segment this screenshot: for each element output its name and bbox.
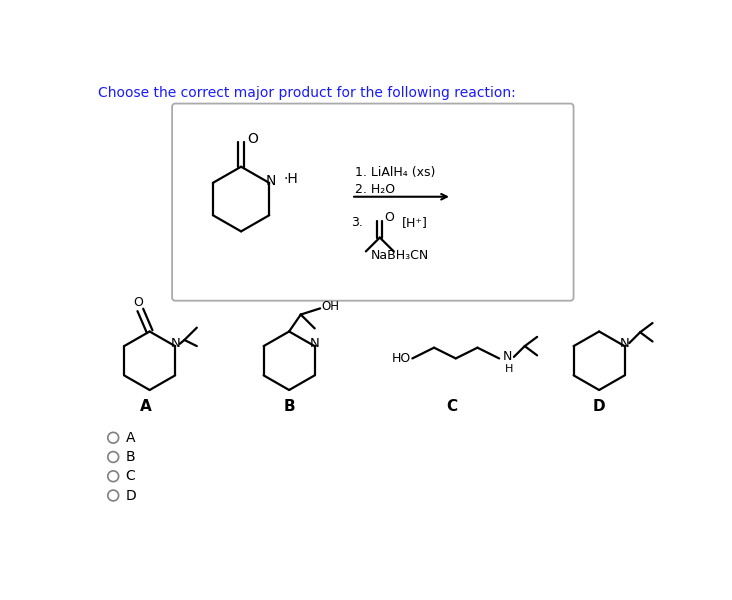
Text: O: O	[133, 296, 143, 309]
Text: 2. H₂O: 2. H₂O	[355, 182, 395, 196]
FancyBboxPatch shape	[172, 104, 574, 301]
Text: B: B	[126, 450, 135, 464]
Text: O: O	[384, 211, 395, 224]
Text: N: N	[171, 337, 180, 350]
Text: OH: OH	[321, 301, 340, 313]
Text: D: D	[126, 488, 136, 503]
Text: B: B	[283, 400, 295, 415]
Text: 1. LiAlH₄ (xs): 1. LiAlH₄ (xs)	[355, 166, 436, 179]
Text: HO: HO	[392, 352, 411, 365]
Text: N: N	[310, 337, 319, 350]
Text: N: N	[503, 350, 512, 364]
Text: 3.: 3.	[351, 215, 363, 229]
Text: N: N	[620, 337, 630, 350]
Text: C: C	[447, 400, 458, 415]
Text: [H⁺]: [H⁺]	[401, 215, 427, 229]
Text: A: A	[140, 400, 152, 415]
Text: C: C	[126, 469, 135, 483]
Text: ·H: ·H	[283, 172, 298, 186]
Text: NaBH₃CN: NaBH₃CN	[370, 249, 429, 262]
Text: A: A	[126, 431, 135, 445]
Text: H: H	[504, 364, 513, 374]
Text: D: D	[593, 400, 605, 415]
Text: Choose the correct major product for the following reaction:: Choose the correct major product for the…	[97, 86, 515, 100]
Text: N: N	[266, 173, 276, 188]
Text: O: O	[247, 132, 258, 146]
